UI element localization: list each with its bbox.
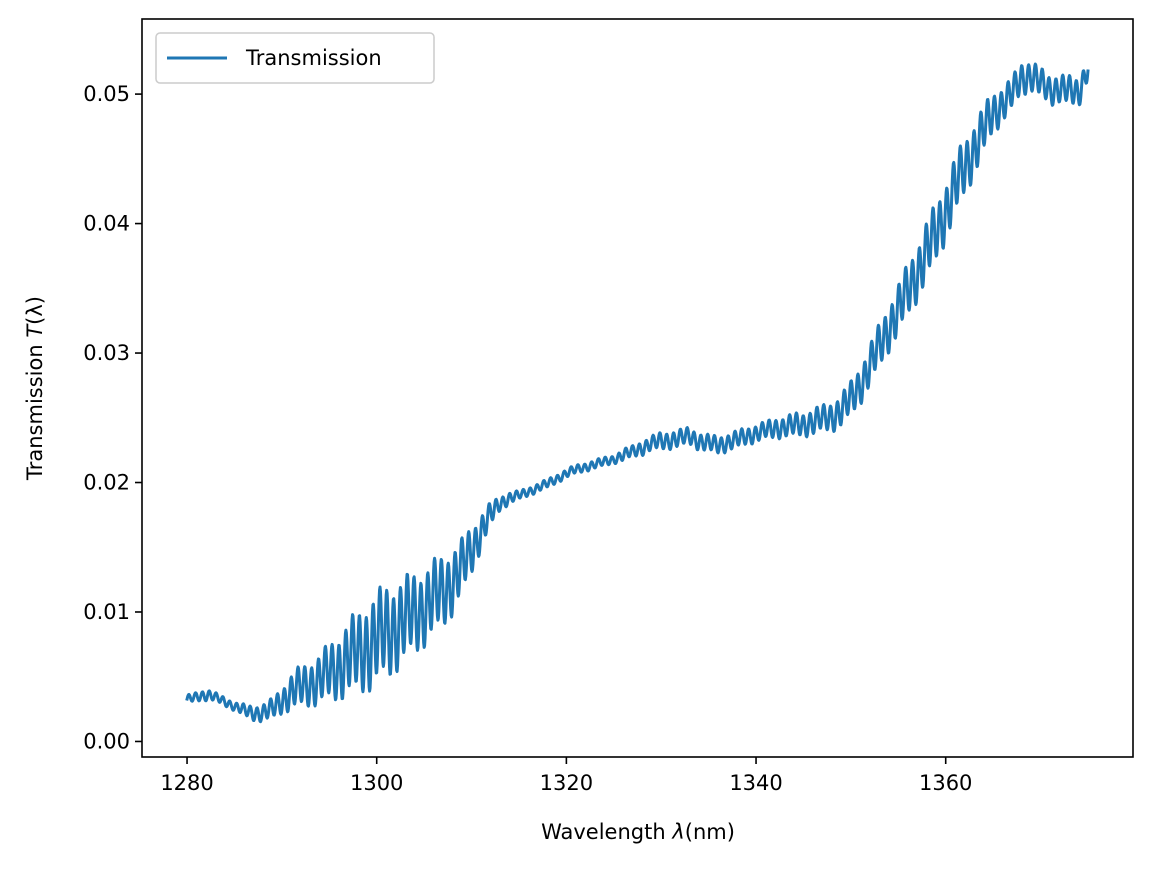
y-axis-label-suffix: (λ)	[23, 296, 47, 325]
y-tick-label: 0.01	[83, 600, 130, 624]
axes-frame	[141, 18, 1134, 758]
x-tick-label: 1300	[350, 771, 403, 795]
y-tick-label: 0.03	[83, 341, 130, 365]
y-tick-label: 0.05	[83, 82, 130, 106]
x-axis-label: Wavelength λ(nm)	[541, 820, 735, 844]
x-tick-label: 1340	[729, 771, 782, 795]
y-axis-label-symbol: T	[23, 323, 47, 338]
x-tick-label: 1280	[160, 771, 213, 795]
y-axis-label: Transmission T(λ)	[23, 296, 47, 481]
y-axis-label-prefix: Transmission	[23, 338, 47, 481]
x-tick-label: 1360	[919, 771, 972, 795]
series-line-1	[185, 62, 1090, 724]
x-axis-label-symbol: λ	[671, 820, 684, 844]
y-tick-label: 0.04	[83, 212, 130, 236]
legend: Transmission	[155, 32, 435, 84]
y-axis: 0.00 0.01 0.02 0.03 0.04 0.05	[83, 82, 142, 753]
x-axis-label-prefix: Wavelength	[541, 820, 672, 844]
y-tick-label: 0.02	[83, 471, 130, 495]
plot-area	[185, 62, 1090, 724]
x-axis: 1280 1300 1320 1340 1360	[160, 757, 972, 795]
y-tick-label: 0.00	[83, 729, 130, 753]
legend-label: Transmission	[245, 46, 382, 70]
x-axis-label-suffix: (nm)	[685, 820, 735, 844]
x-tick-label: 1320	[540, 771, 593, 795]
legend-box	[155, 32, 435, 84]
